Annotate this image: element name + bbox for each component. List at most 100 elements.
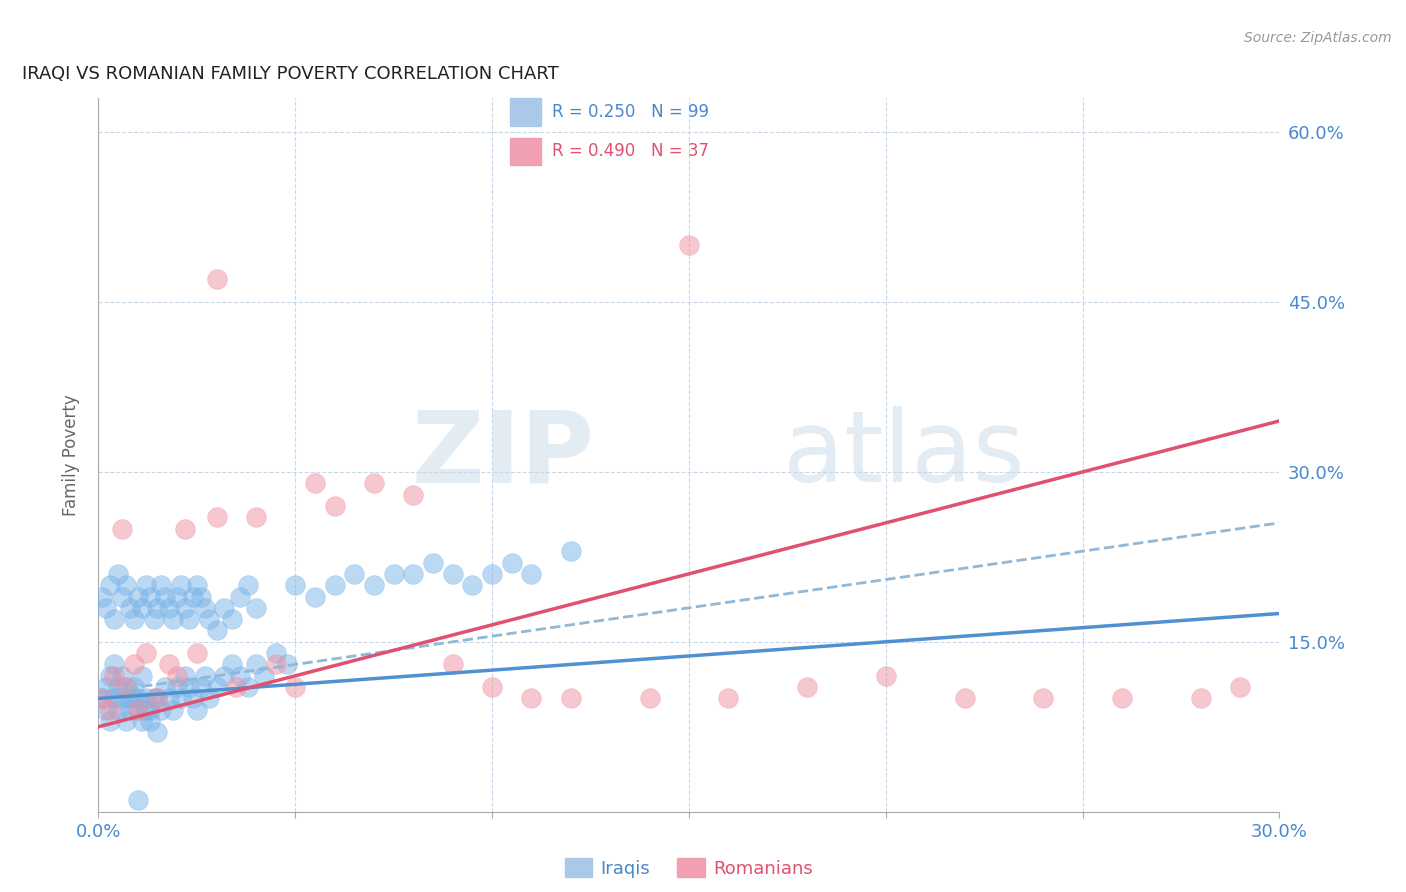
Legend: Iraqis, Romanians: Iraqis, Romanians xyxy=(557,851,821,885)
Point xyxy=(96,703,118,717)
Point xyxy=(229,669,252,683)
Point xyxy=(323,499,346,513)
Point xyxy=(91,691,114,706)
Point xyxy=(284,680,307,694)
Point xyxy=(107,703,129,717)
Point xyxy=(155,590,177,604)
Point xyxy=(197,612,219,626)
Point xyxy=(131,714,153,728)
Point xyxy=(166,680,188,694)
Point xyxy=(98,714,121,728)
Point xyxy=(122,680,145,694)
Point xyxy=(138,714,160,728)
Point xyxy=(481,566,503,581)
Point xyxy=(560,691,582,706)
Point xyxy=(174,600,197,615)
Point xyxy=(155,680,177,694)
Point xyxy=(118,703,141,717)
Point xyxy=(122,612,145,626)
Text: IRAQI VS ROMANIAN FAMILY POVERTY CORRELATION CHART: IRAQI VS ROMANIAN FAMILY POVERTY CORRELA… xyxy=(21,65,558,83)
Point xyxy=(225,680,247,694)
Point xyxy=(181,691,204,706)
Point xyxy=(304,476,326,491)
Point xyxy=(91,590,114,604)
Point xyxy=(1229,680,1251,694)
Point xyxy=(402,566,425,581)
Point xyxy=(382,566,405,581)
Point xyxy=(107,566,129,581)
Point xyxy=(98,578,121,592)
Point xyxy=(678,238,700,252)
Point xyxy=(245,600,267,615)
Point xyxy=(205,624,228,638)
Point xyxy=(875,669,897,683)
Point xyxy=(481,680,503,694)
Point xyxy=(214,669,236,683)
Point xyxy=(131,669,153,683)
Point xyxy=(221,612,243,626)
Point xyxy=(276,657,298,672)
Point xyxy=(441,657,464,672)
Point xyxy=(323,578,346,592)
Point xyxy=(142,612,165,626)
Point xyxy=(122,691,145,706)
Point xyxy=(103,691,125,706)
Point xyxy=(103,657,125,672)
Point xyxy=(166,669,188,683)
Point xyxy=(194,600,217,615)
Point xyxy=(96,680,118,694)
Point xyxy=(236,578,259,592)
Point xyxy=(135,646,157,660)
Point xyxy=(135,691,157,706)
Point xyxy=(103,612,125,626)
Point xyxy=(111,669,134,683)
Point xyxy=(186,578,208,592)
Point xyxy=(111,691,134,706)
Text: Source: ZipAtlas.com: Source: ZipAtlas.com xyxy=(1244,31,1392,45)
Point xyxy=(422,556,444,570)
Point xyxy=(107,680,129,694)
FancyBboxPatch shape xyxy=(510,98,541,126)
Point xyxy=(96,600,118,615)
Point xyxy=(146,600,169,615)
Point xyxy=(264,646,287,660)
Point xyxy=(1111,691,1133,706)
FancyBboxPatch shape xyxy=(510,137,541,165)
Y-axis label: Family Poverty: Family Poverty xyxy=(62,394,80,516)
Point xyxy=(253,669,276,683)
Point xyxy=(363,476,385,491)
Point xyxy=(115,578,138,592)
Text: R = 0.250   N = 99: R = 0.250 N = 99 xyxy=(551,103,709,120)
Point xyxy=(135,703,157,717)
Point xyxy=(638,691,661,706)
Point xyxy=(796,680,818,694)
Point xyxy=(127,703,149,717)
Point xyxy=(111,590,134,604)
Point xyxy=(131,600,153,615)
Point xyxy=(166,590,188,604)
Point xyxy=(363,578,385,592)
Point xyxy=(162,703,184,717)
Point xyxy=(205,272,228,286)
Point xyxy=(402,487,425,501)
Point xyxy=(170,578,193,592)
Point xyxy=(186,646,208,660)
Point xyxy=(98,669,121,683)
Point xyxy=(205,510,228,524)
Point xyxy=(1189,691,1212,706)
Point xyxy=(229,590,252,604)
Point xyxy=(520,691,543,706)
Point xyxy=(194,669,217,683)
Point xyxy=(264,657,287,672)
Point xyxy=(127,691,149,706)
Point xyxy=(236,680,259,694)
Point xyxy=(190,680,212,694)
Point xyxy=(461,578,484,592)
Point xyxy=(162,612,184,626)
Point xyxy=(181,590,204,604)
Point xyxy=(157,691,180,706)
Point xyxy=(186,703,208,717)
Point xyxy=(111,522,134,536)
Point xyxy=(135,578,157,592)
Point xyxy=(115,680,138,694)
